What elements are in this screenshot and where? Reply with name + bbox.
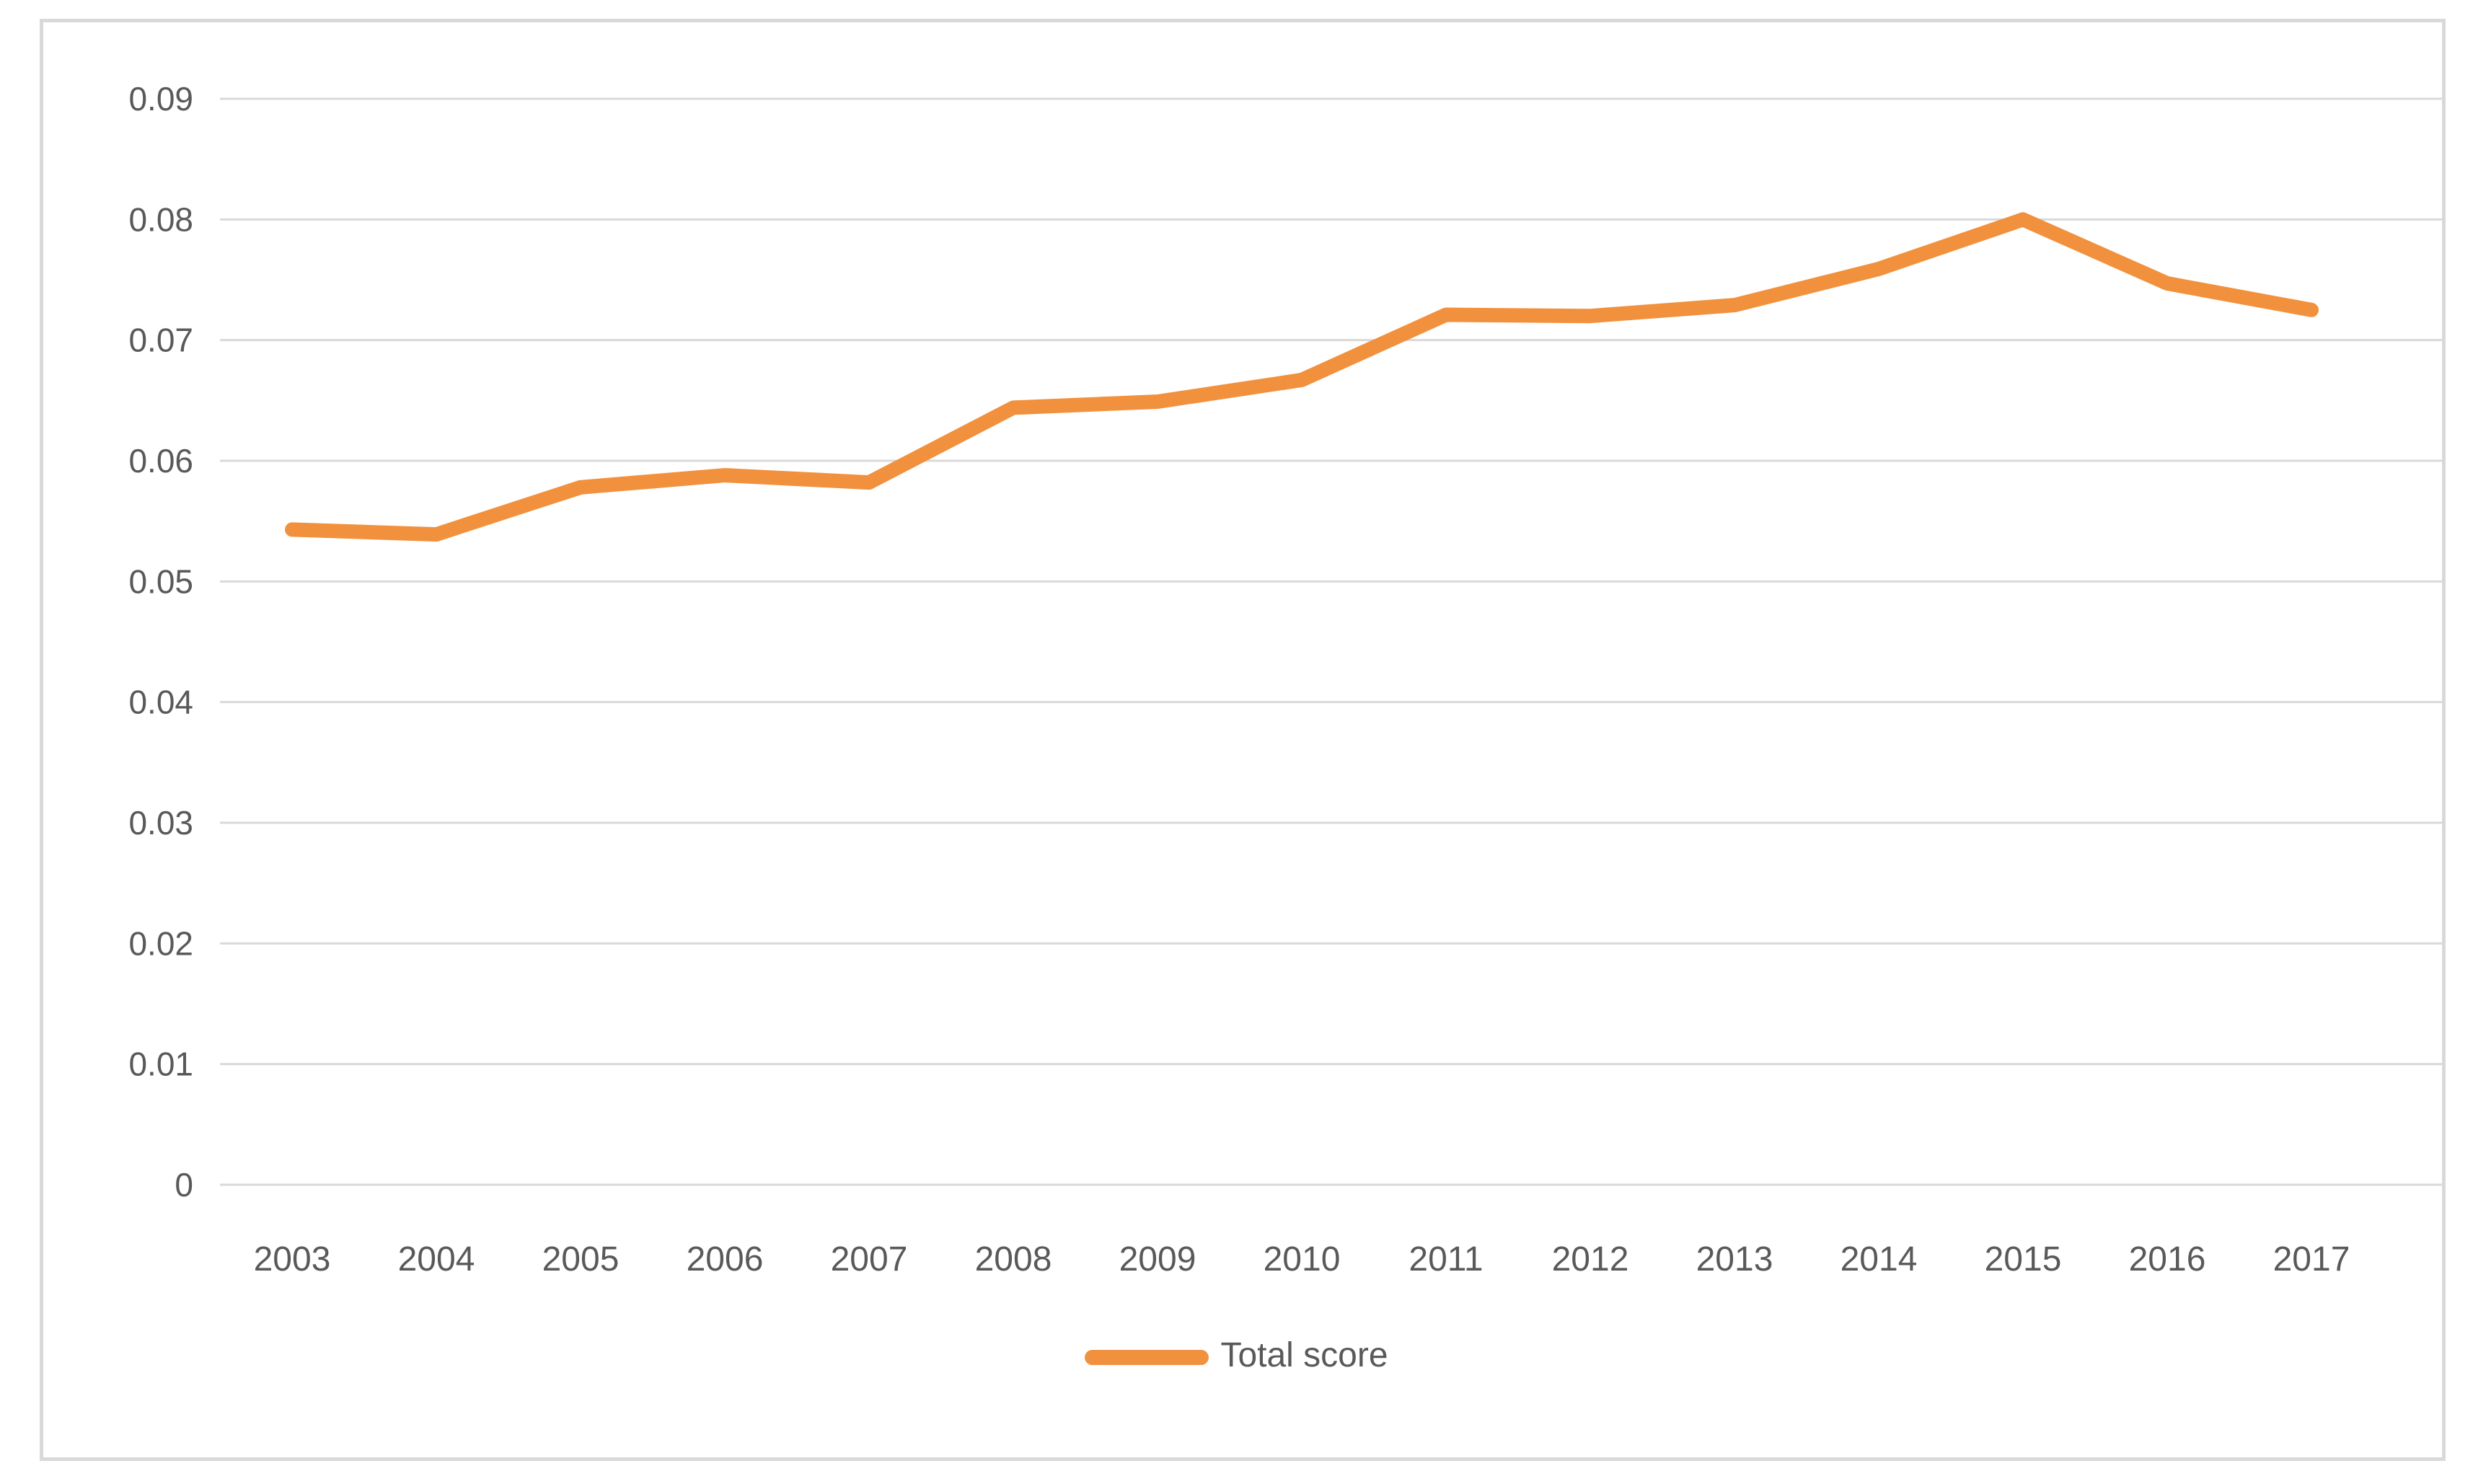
x-tick-label: 2007	[831, 1240, 908, 1278]
chart-frame	[40, 19, 2446, 1461]
series-line	[285, 212, 2319, 542]
x-tick-label: 2008	[975, 1240, 1052, 1278]
y-tick-label: 0.06	[128, 442, 193, 480]
x-tick-label: 2013	[1696, 1240, 1773, 1278]
x-tick-label: 2010	[1264, 1240, 1341, 1278]
x-tick-label: 2014	[1841, 1240, 1918, 1278]
y-tick-label: 0.03	[128, 804, 193, 842]
y-tick-label: 0.08	[128, 200, 193, 238]
y-tick-label: 0.07	[128, 322, 193, 359]
x-tick-label: 2003	[254, 1240, 331, 1278]
x-tick-label: 2016	[2129, 1240, 2206, 1278]
x-tick-label: 2009	[1119, 1240, 1196, 1278]
chart-legend: Total score	[0, 1338, 2473, 1376]
y-tick-label: 0.01	[128, 1046, 193, 1083]
x-tick-label: 2004	[398, 1240, 475, 1278]
y-tick-label: 0	[175, 1166, 193, 1203]
y-tick-label: 0.09	[128, 80, 193, 118]
x-tick-label: 2011	[1409, 1240, 1483, 1278]
legend-line-marker	[1085, 1349, 1209, 1365]
x-tick-label: 2006	[687, 1240, 764, 1278]
y-tick-label: 0.05	[128, 562, 193, 600]
x-tick-label: 2015	[1985, 1240, 2062, 1278]
y-tick-label: 0.04	[128, 684, 193, 721]
x-tick-label: 2017	[2273, 1240, 2350, 1278]
x-tick-label: 2012	[1552, 1240, 1629, 1278]
legend-label: Total score	[1220, 1336, 1388, 1374]
x-tick-label: 2005	[542, 1240, 620, 1278]
y-tick-label: 0.02	[128, 924, 193, 962]
